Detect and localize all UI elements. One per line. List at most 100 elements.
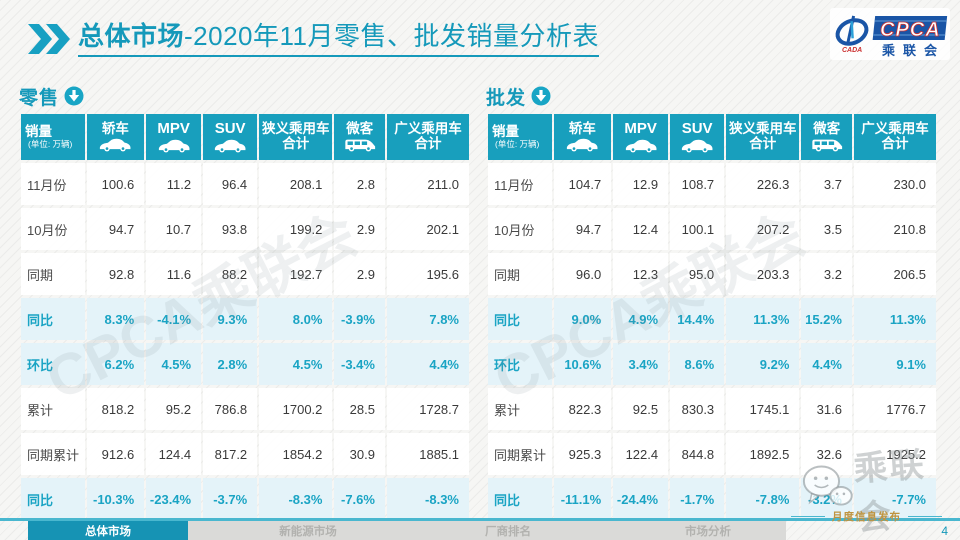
- row-label: 同期累计: [21, 433, 85, 475]
- table-row: 累计 818.2 95.2 786.8 1700.2 28.5 1728.7: [21, 388, 469, 430]
- footer-tab-overall-market[interactable]: 总体市场: [28, 521, 188, 540]
- column-header: 狭义乘用车 合计: [259, 114, 333, 160]
- table-cell: 3.5: [801, 208, 852, 250]
- table-cell: 2.8: [334, 163, 385, 205]
- column-header: SUV: [670, 114, 725, 160]
- column-header: MPV: [146, 114, 202, 160]
- row-label: 累计: [21, 388, 85, 430]
- table-cell: 786.8: [203, 388, 258, 430]
- table-row: 同比 -10.3% -23.4% -3.7% -8.3% -7.6% -8.3%: [21, 478, 469, 520]
- footer-tab-nev-market[interactable]: 新能源市场: [279, 525, 337, 538]
- table-row: 同比 8.3% -4.1% 9.3% 8.0% -3.9% 7.8%: [21, 298, 469, 340]
- wholesale-section: 批发 销量 (单位: 万辆) 轿车 MPV SUV 狭义乘用车 合计 微客 广义乘用车 合计 11月…: [486, 84, 938, 523]
- table-cell: 210.8: [853, 208, 936, 250]
- car-icon: [554, 138, 612, 152]
- table-cell: 4.4%: [801, 343, 852, 385]
- table-row: 11月份 104.7 12.9 108.7 226.3 3.7 230.0: [488, 163, 936, 205]
- column-header: 微客: [334, 114, 385, 160]
- footer-tab-market-analysis[interactable]: 市场分析: [685, 525, 731, 538]
- table-cell: 192.7: [259, 253, 333, 295]
- table-row: 同期 92.8 11.6 88.2 192.7 2.9 195.6: [21, 253, 469, 295]
- table-cell: -8.3%: [259, 478, 333, 520]
- van-icon: [801, 138, 852, 152]
- table-row: 同比 -11.1% -24.4% -1.7% -7.8% -3.2% -7.7%: [488, 478, 936, 520]
- logo-org-text: 乘联会: [881, 43, 945, 58]
- retail-section-label: 零售: [19, 87, 60, 109]
- row-label: 同期: [488, 253, 552, 295]
- table-cell: 207.2: [726, 208, 800, 250]
- table-row: 累计 822.3 92.5 830.3 1745.1 31.6 1776.7: [488, 388, 936, 430]
- table-cell: 9.2%: [726, 343, 800, 385]
- row-label: 同期: [21, 253, 85, 295]
- table-cell: 32.6: [801, 433, 852, 475]
- table-cell: 100.1: [670, 208, 725, 250]
- double-chevron-icon: [28, 24, 70, 55]
- table-cell: 202.1: [386, 208, 469, 250]
- column-header: 微客: [801, 114, 852, 160]
- table-cell: -1.7%: [670, 478, 725, 520]
- table-cell: 15.2%: [801, 298, 852, 340]
- row-label: 同期累计: [488, 433, 552, 475]
- retail-table: 销量 (单位: 万辆) 轿车 MPV SUV 狭义乘用车 合计 微客 广义乘用车 合计 11月份 10…: [19, 111, 471, 523]
- table-row: 10月份 94.7 12.4 100.1 207.2 3.5 210.8: [488, 208, 936, 250]
- table-cell: 28.5: [334, 388, 385, 430]
- table-cell: 2.8%: [203, 343, 258, 385]
- table-cell: 88.2: [203, 253, 258, 295]
- table-cell: 93.8: [203, 208, 258, 250]
- column-header: 广义乘用车 合计: [386, 114, 469, 160]
- table-cell: 92.8: [86, 253, 145, 295]
- table-cell: -7.7%: [853, 478, 936, 520]
- table-cell: 1892.5: [726, 433, 800, 475]
- table-cell: -7.8%: [726, 478, 800, 520]
- table-cell: 3.4%: [613, 343, 669, 385]
- footer-tab-oem-ranking[interactable]: 厂商排名: [485, 525, 531, 538]
- footer-tab-strip: 总体市场 新能源市场 厂商排名 市场分析: [28, 521, 786, 540]
- table-cell: 6.2%: [86, 343, 145, 385]
- table-cell: 7.8%: [386, 298, 469, 340]
- page-title-bold: 总体市场: [78, 21, 185, 51]
- table-cell: 2.9: [334, 208, 385, 250]
- table-cell: 96.0: [553, 253, 612, 295]
- table-cell: 94.7: [86, 208, 145, 250]
- table-cell: 3.2: [801, 253, 852, 295]
- column-header: MPV: [613, 114, 669, 160]
- table-cell: 122.4: [613, 433, 669, 475]
- car-icon: [613, 139, 668, 153]
- dash-line: [791, 516, 825, 517]
- wholesale-section-label: 批发: [486, 87, 527, 109]
- retail-section: 零售 销量 (单位: 万辆) 轿车 MPV SUV 狭义乘用车 合计 微客 广义乘用车 合计 11月…: [19, 84, 471, 523]
- table-cell: 30.9: [334, 433, 385, 475]
- table-cell: -8.3%: [386, 478, 469, 520]
- table-cell: 925.3: [553, 433, 612, 475]
- table-cell: 195.6: [386, 253, 469, 295]
- table-cell: 844.8: [670, 433, 725, 475]
- table-cell: 11.6: [146, 253, 202, 295]
- table-cell: 203.3: [726, 253, 800, 295]
- column-header: SUV: [203, 114, 258, 160]
- table-cell: 1700.2: [259, 388, 333, 430]
- row-label: 环比: [21, 343, 85, 385]
- table-cell: 95.2: [146, 388, 202, 430]
- table-row: 同期累计 925.3 122.4 844.8 1892.5 32.6 1925.2: [488, 433, 936, 475]
- row-label: 11月份: [21, 163, 85, 205]
- table-cell: 818.2: [86, 388, 145, 430]
- table-cell: 1728.7: [386, 388, 469, 430]
- column-header-sales: 销量 (单位: 万辆): [21, 114, 85, 160]
- table-cell: -23.4%: [146, 478, 202, 520]
- table-cell: 206.5: [853, 253, 936, 295]
- table-cell: 1854.2: [259, 433, 333, 475]
- table-cell: 9.1%: [853, 343, 936, 385]
- circle-down-arrow-icon: [64, 86, 84, 106]
- table-cell: -3.7%: [203, 478, 258, 520]
- column-header: 轿车: [553, 114, 612, 160]
- table-cell: 11.3%: [853, 298, 936, 340]
- table-cell: 1925.2: [853, 433, 936, 475]
- table-cell: 100.6: [86, 163, 145, 205]
- table-cell: 226.3: [726, 163, 800, 205]
- table-cell: 1885.1: [386, 433, 469, 475]
- page-title-rest: -2020年11月零售、批发销量分析表: [184, 21, 600, 51]
- row-label: 同比: [488, 298, 552, 340]
- table-cell: 9.3%: [203, 298, 258, 340]
- table-cell: 912.6: [86, 433, 145, 475]
- page-number: 4: [941, 524, 948, 538]
